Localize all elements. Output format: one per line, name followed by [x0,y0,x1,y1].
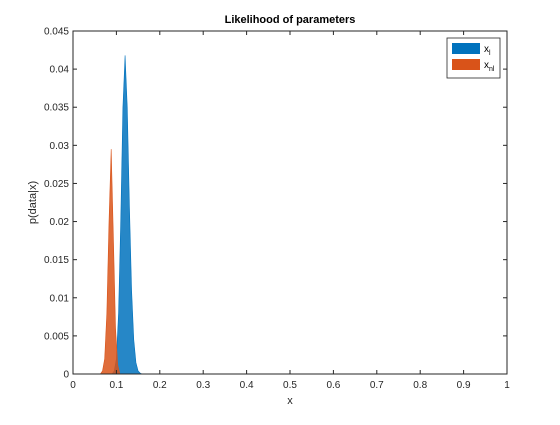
x-tick-label: 0.9 [457,380,471,391]
legend-swatch-x-nl [452,59,480,70]
series-area-x-l [111,55,143,375]
axis-ticks: 0 0.1 0.2 0.3 0.4 0.5 0.6 0.7 0.8 0.9 1 0 0.005 0.01 0… [44,27,510,392]
x-tick-label: 0.5 [283,380,297,391]
y-tick-label: 0.01 [50,293,70,304]
x-tick-label: 0.2 [153,380,167,391]
x-tick-label: 0.1 [109,380,123,391]
legend-swatch-x-l [452,43,480,54]
y-tick-label: 0.03 [50,141,70,152]
series-areas [99,55,143,375]
x-tick-label: 0.8 [413,380,427,391]
y-tick-label: 0.005 [44,331,69,342]
y-tick-label: 0 [63,370,69,381]
x-tick-label: 0.4 [240,380,254,391]
y-tick-label: 0.035 [44,103,69,114]
chart-title: Likelihood of parameters [225,14,356,26]
legend-label-x-nl: xnl [484,60,495,73]
x-tick-label: 0.6 [326,380,340,391]
x-axis-label: x [287,395,293,407]
y-tick-label: 0.04 [50,65,70,76]
axes-box [72,30,508,375]
y-tick-label: 0.025 [44,179,69,190]
x-tick-label: 0.7 [370,380,384,391]
y-axis-label: p(data|x) [27,181,39,224]
x-tick-label: 0.3 [196,380,210,391]
x-tick-label: 1 [504,380,510,391]
legend-label-x-l: xl [484,44,491,57]
y-tick-label: 0.02 [50,217,70,228]
x-tick-label: 0 [70,380,76,391]
legend: xl xnl [446,37,501,79]
series-area-x-nl [99,149,121,375]
y-tick-label: 0.015 [44,255,69,266]
y-tick-label: 0.045 [44,27,69,38]
